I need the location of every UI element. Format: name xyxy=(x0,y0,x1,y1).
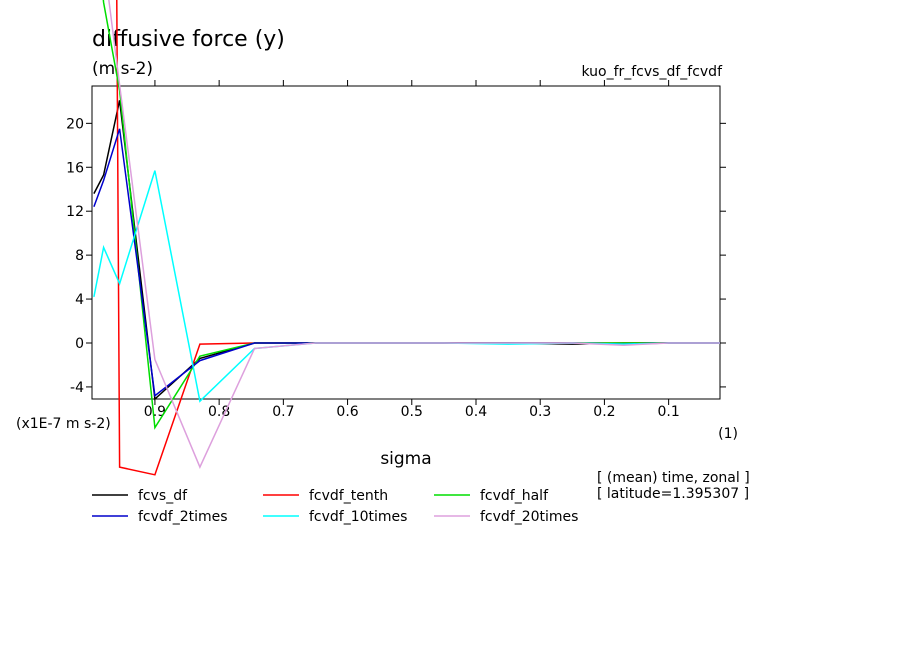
x-axis-label: sigma xyxy=(380,449,431,469)
x-tick-label: 0.1 xyxy=(657,404,679,420)
y-unit-label: (x1E-7 m s-2) xyxy=(16,416,111,432)
legend-label: fcvdf_10times xyxy=(309,509,407,525)
x-tick-label: 0.8 xyxy=(208,404,230,420)
y-tick-label: -4 xyxy=(70,380,84,396)
x-tick-label: 0.9 xyxy=(144,404,166,420)
y-tick-label: 8 xyxy=(75,248,84,264)
y-tick-label: 16 xyxy=(66,160,84,176)
source-label: kuo_fr_fcvs_df_fcvdf xyxy=(581,64,723,80)
legend-label: fcvs_df xyxy=(138,488,188,504)
legend-label: fcvdf_20times xyxy=(480,509,578,525)
series-line xyxy=(93,170,720,403)
y-tick-label: 4 xyxy=(75,292,84,308)
x-tick-label: 0.3 xyxy=(529,404,551,420)
series-line xyxy=(108,0,720,469)
series-line xyxy=(93,100,720,401)
legend-label: fcvdf_2times xyxy=(138,509,228,525)
x-tick-label: 0.2 xyxy=(593,404,615,420)
x-unit-label: (1) xyxy=(718,426,738,442)
y-tick-label: 0 xyxy=(75,336,84,352)
x-tick-label: 0.7 xyxy=(272,404,294,420)
x-tick-label: 0.5 xyxy=(401,404,423,420)
chart-subtitle: (m s-2) xyxy=(92,59,153,79)
x-tick-label: 0.6 xyxy=(336,404,358,420)
x-tick-label: 0.4 xyxy=(465,404,487,420)
y-tick-label: 12 xyxy=(66,204,84,220)
annotation: [ latitude=1.395307 ] xyxy=(597,486,749,502)
legend-label: fcvdf_tenth xyxy=(309,488,388,504)
legend-label: fcvdf_half xyxy=(480,488,549,504)
annotation: [ (mean) time, zonal ] xyxy=(597,470,750,486)
series-line xyxy=(93,128,720,398)
y-tick-label: 20 xyxy=(66,116,84,132)
chart-title: diffusive force (y) xyxy=(92,27,285,52)
plot-frame xyxy=(91,85,721,400)
